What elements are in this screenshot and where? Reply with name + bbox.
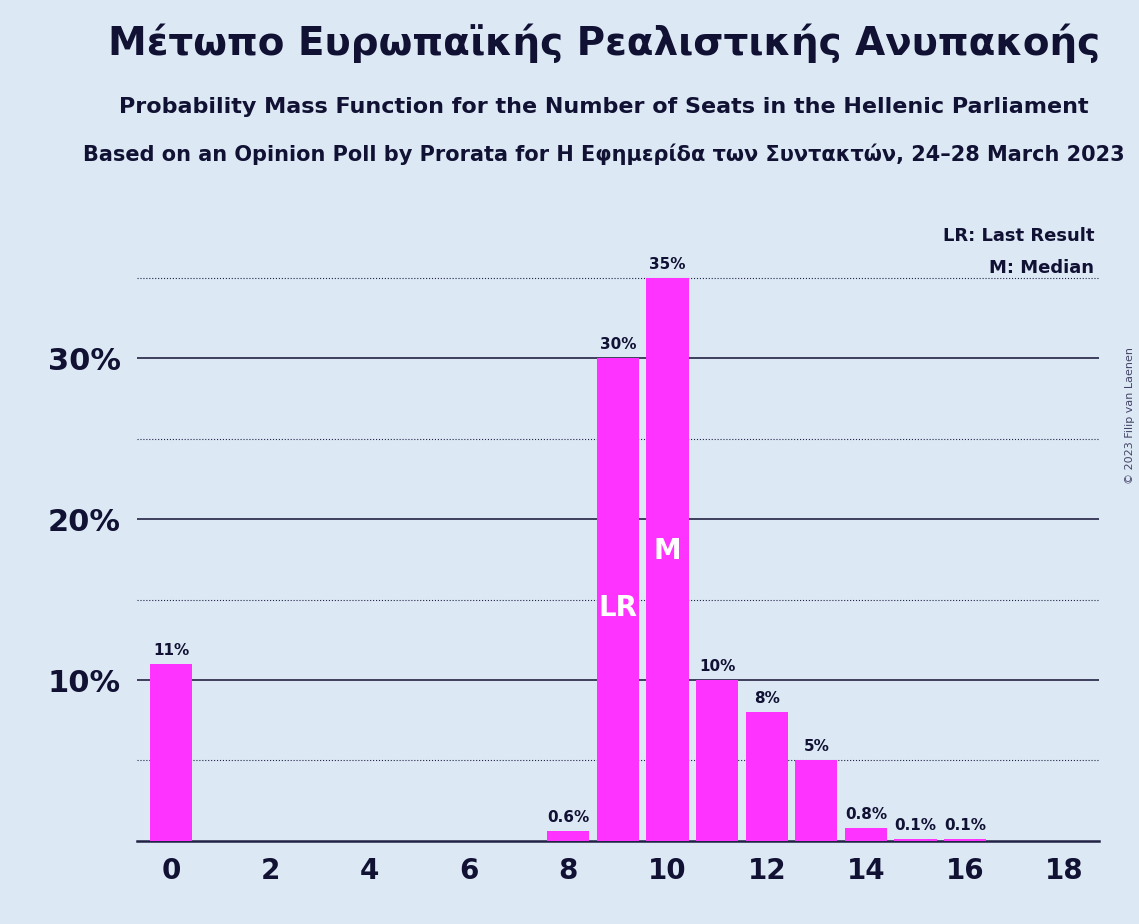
Bar bbox=[845, 828, 887, 841]
Bar bbox=[894, 839, 936, 841]
Text: 8%: 8% bbox=[754, 691, 780, 706]
Text: M: M bbox=[654, 538, 681, 565]
Text: 30%: 30% bbox=[599, 337, 637, 352]
Text: Μέτωπο Ευρωπαϊκής Ρεαλιστικής Ανυπακοής: Μέτωπο Ευρωπαϊκής Ρεαλιστικής Ανυπακοής bbox=[107, 23, 1100, 63]
Text: © 2023 Filip van Laenen: © 2023 Filip van Laenen bbox=[1125, 347, 1134, 484]
Text: 11%: 11% bbox=[154, 642, 189, 658]
Bar bbox=[547, 832, 589, 841]
Bar bbox=[795, 760, 837, 841]
Text: LR: Last Result: LR: Last Result bbox=[943, 226, 1095, 245]
Text: Probability Mass Function for the Number of Seats in the Hellenic Parliament: Probability Mass Function for the Number… bbox=[118, 97, 1089, 117]
Text: 0.6%: 0.6% bbox=[547, 809, 589, 825]
Bar bbox=[696, 680, 738, 841]
Text: M: Median: M: Median bbox=[989, 259, 1095, 277]
Bar bbox=[647, 278, 689, 841]
Text: 35%: 35% bbox=[649, 257, 686, 272]
Bar bbox=[746, 712, 788, 841]
Bar bbox=[944, 839, 986, 841]
Text: 0.1%: 0.1% bbox=[894, 818, 936, 833]
Text: LR: LR bbox=[598, 594, 638, 622]
Text: Based on an Opinion Poll by Prorata for Η Εφημερίδα των Συντακτών, 24–28 March 2: Based on an Opinion Poll by Prorata for … bbox=[83, 143, 1124, 164]
Bar bbox=[597, 359, 639, 841]
Bar bbox=[150, 664, 192, 841]
Text: 0.8%: 0.8% bbox=[845, 807, 887, 821]
Text: 10%: 10% bbox=[699, 659, 736, 674]
Text: 0.1%: 0.1% bbox=[944, 818, 986, 833]
Text: 5%: 5% bbox=[803, 739, 829, 754]
